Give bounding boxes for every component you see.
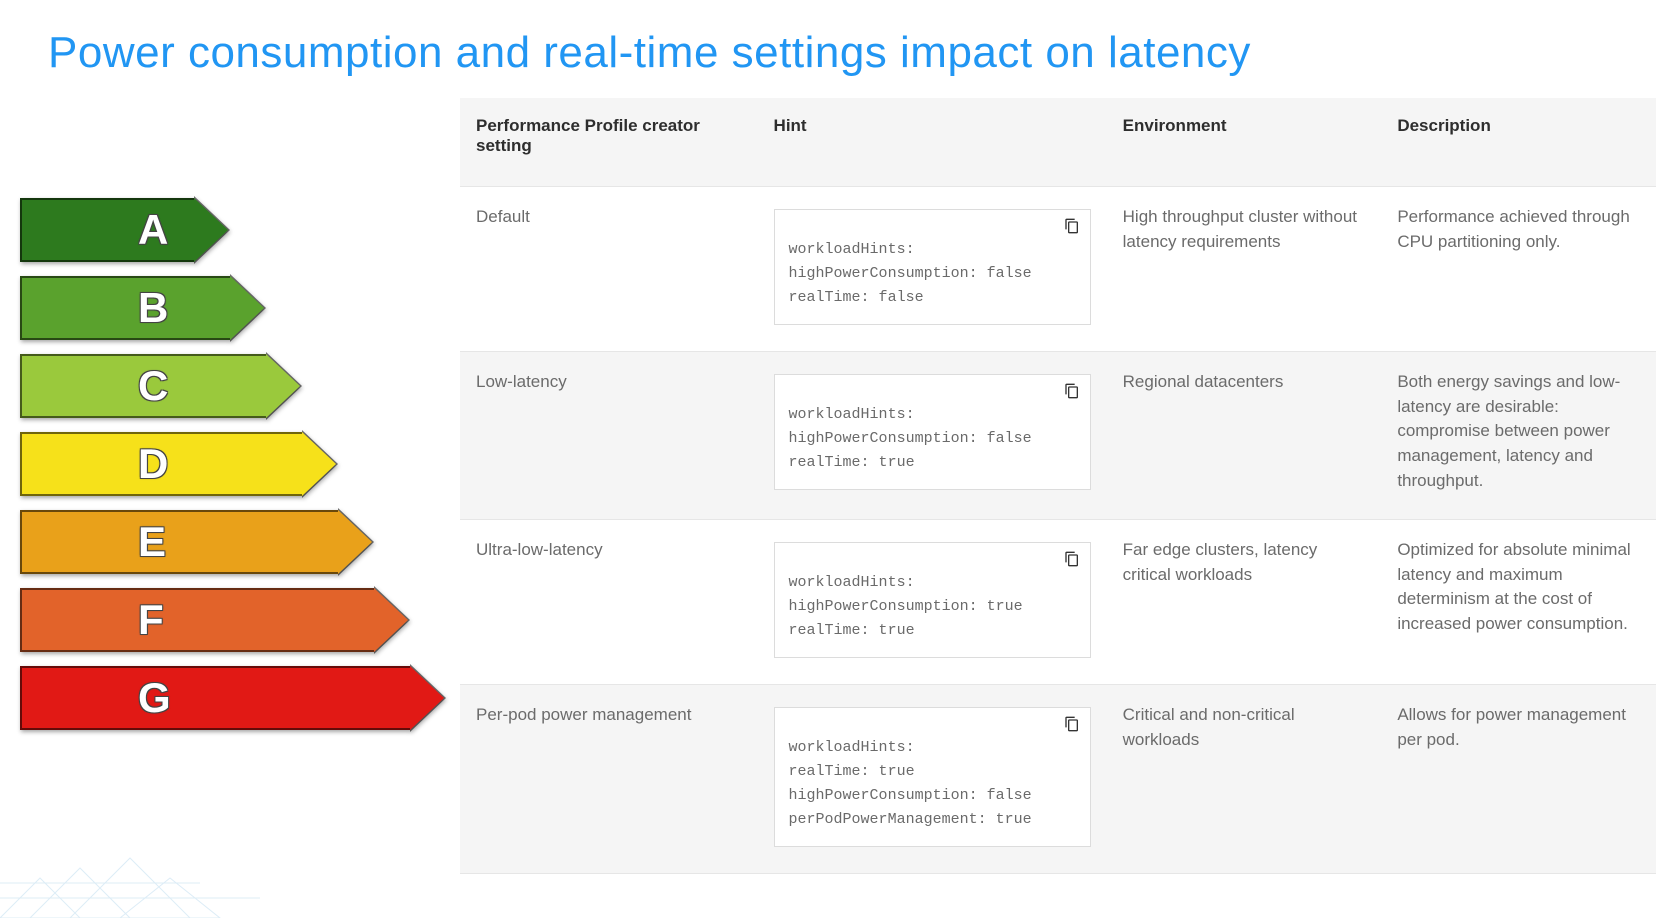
rating-bar-a: A — [20, 198, 460, 262]
cell-description: Performance achieved through CPU partiti… — [1381, 187, 1656, 352]
profile-table: Performance Profile creator setting Hint… — [460, 98, 1656, 874]
cell-setting: Default — [460, 187, 758, 352]
code-snippet: workloadHints: realTime: true highPowerC… — [774, 707, 1091, 847]
cell-environment: High throughput cluster without latency … — [1107, 187, 1382, 352]
content-row: ABCDEFG Performance Profile creator sett… — [0, 98, 1662, 874]
copy-icon[interactable] — [1064, 218, 1080, 234]
cell-description: Optimized for absolute minimal latency a… — [1381, 520, 1656, 685]
code-snippet: workloadHints: highPowerConsumption: tru… — [774, 542, 1091, 658]
cell-environment: Regional datacenters — [1107, 352, 1382, 520]
rating-bar-f: F — [20, 588, 460, 652]
cell-hint: workloadHints: highPowerConsumption: tru… — [758, 520, 1107, 685]
copy-icon[interactable] — [1064, 383, 1080, 399]
rating-bar-g: G — [20, 666, 460, 730]
rating-bar-e: E — [20, 510, 460, 574]
rating-letter: G — [20, 666, 171, 730]
table-row: Ultra-low-latencyworkloadHints: highPowe… — [460, 520, 1656, 685]
energy-rating-chart: ABCDEFG — [0, 98, 460, 744]
col-header-environment: Environment — [1107, 98, 1382, 187]
rating-letter: C — [20, 354, 168, 418]
cell-description: Both energy savings and low-latency are … — [1381, 352, 1656, 520]
cell-setting: Per-pod power management — [460, 685, 758, 874]
col-header-description: Description — [1381, 98, 1656, 187]
rating-bar-d: D — [20, 432, 460, 496]
cell-environment: Far edge clusters, latency critical work… — [1107, 520, 1382, 685]
rating-letter: D — [20, 432, 168, 496]
cell-hint: workloadHints: highPowerConsumption: fal… — [758, 352, 1107, 520]
rating-letter: F — [20, 588, 164, 652]
table-body: DefaultworkloadHints: highPowerConsumpti… — [460, 187, 1656, 874]
page-title: Power consumption and real-time settings… — [0, 0, 1662, 98]
copy-icon[interactable] — [1064, 716, 1080, 732]
col-header-setting: Performance Profile creator setting — [460, 98, 758, 187]
rating-letter: B — [20, 276, 168, 340]
rating-bar-b: B — [20, 276, 460, 340]
col-header-hint: Hint — [758, 98, 1107, 187]
table-header: Performance Profile creator setting Hint… — [460, 98, 1656, 187]
table-row: Per-pod power managementworkloadHints: r… — [460, 685, 1656, 874]
code-snippet: workloadHints: highPowerConsumption: fal… — [774, 209, 1091, 325]
cell-setting: Ultra-low-latency — [460, 520, 758, 685]
cell-hint: workloadHints: highPowerConsumption: fal… — [758, 187, 1107, 352]
cell-setting: Low-latency — [460, 352, 758, 520]
cell-description: Allows for power management per pod. — [1381, 685, 1656, 874]
cell-environment: Critical and non-critical workloads — [1107, 685, 1382, 874]
rating-letter: E — [20, 510, 166, 574]
code-snippet: workloadHints: highPowerConsumption: fal… — [774, 374, 1091, 490]
table-row: DefaultworkloadHints: highPowerConsumpti… — [460, 187, 1656, 352]
rating-bar-c: C — [20, 354, 460, 418]
cell-hint: workloadHints: realTime: true highPowerC… — [758, 685, 1107, 874]
table-row: Low-latencyworkloadHints: highPowerConsu… — [460, 352, 1656, 520]
rating-letter: A — [20, 198, 168, 262]
copy-icon[interactable] — [1064, 551, 1080, 567]
